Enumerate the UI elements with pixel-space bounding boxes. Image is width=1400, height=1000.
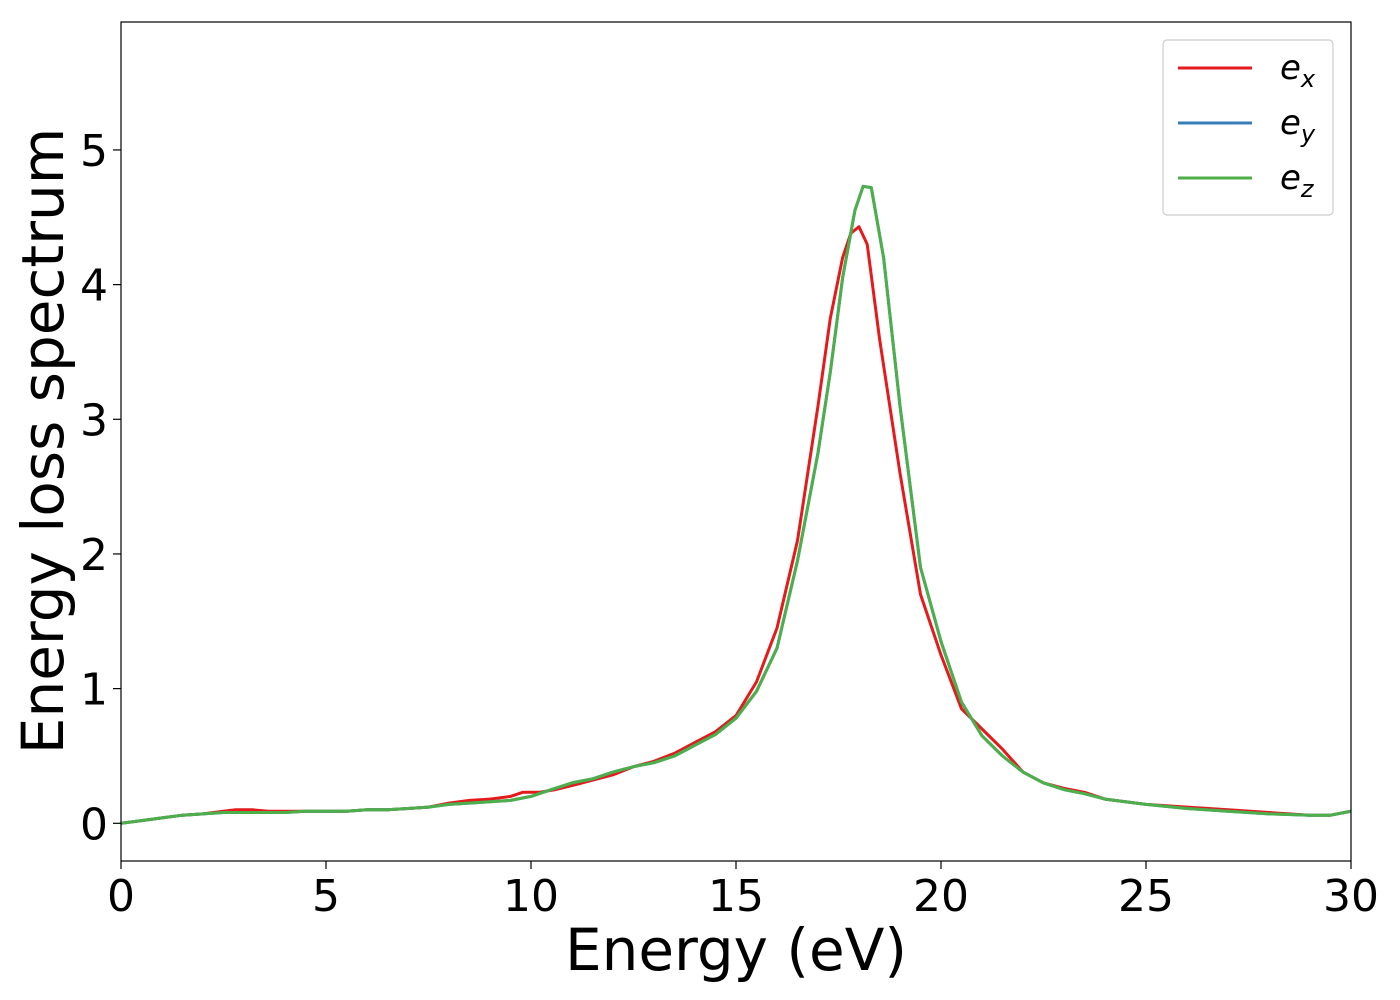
series-lines <box>121 184 1351 825</box>
x-tick-label: 30 <box>1323 871 1379 922</box>
y-axis-ticks: 0 1 2 3 4 5 <box>80 126 121 850</box>
legend-label-x: ex <box>1280 48 1316 93</box>
y-tick-label: 4 <box>80 261 108 312</box>
legend: ex ey ez <box>1162 39 1334 216</box>
x-tick-label: 10 <box>503 871 559 922</box>
x-tick-label: 20 <box>913 871 969 922</box>
x-tick-label: 5 <box>312 871 340 922</box>
legend-label-y: ey <box>1280 103 1316 148</box>
y-tick-label: 2 <box>80 530 108 581</box>
series-line-z <box>121 184 1351 825</box>
x-tick-label: 25 <box>1118 871 1174 922</box>
legend-label-z: ez <box>1280 158 1315 203</box>
y-tick-label: 1 <box>80 665 108 716</box>
y-tick-label: 3 <box>80 395 108 446</box>
legend-box <box>1162 39 1334 216</box>
x-axis-ticks: 0 5 10 15 20 25 30 <box>107 861 1379 922</box>
x-axis-label: Energy (eV) <box>565 916 907 984</box>
y-tick-label: 0 <box>80 799 108 850</box>
x-tick-label: 0 <box>107 871 135 922</box>
y-tick-label: 5 <box>80 126 108 177</box>
x-tick-label: 15 <box>708 871 764 922</box>
y-axis-label: Energy loss spectrum <box>9 128 77 754</box>
